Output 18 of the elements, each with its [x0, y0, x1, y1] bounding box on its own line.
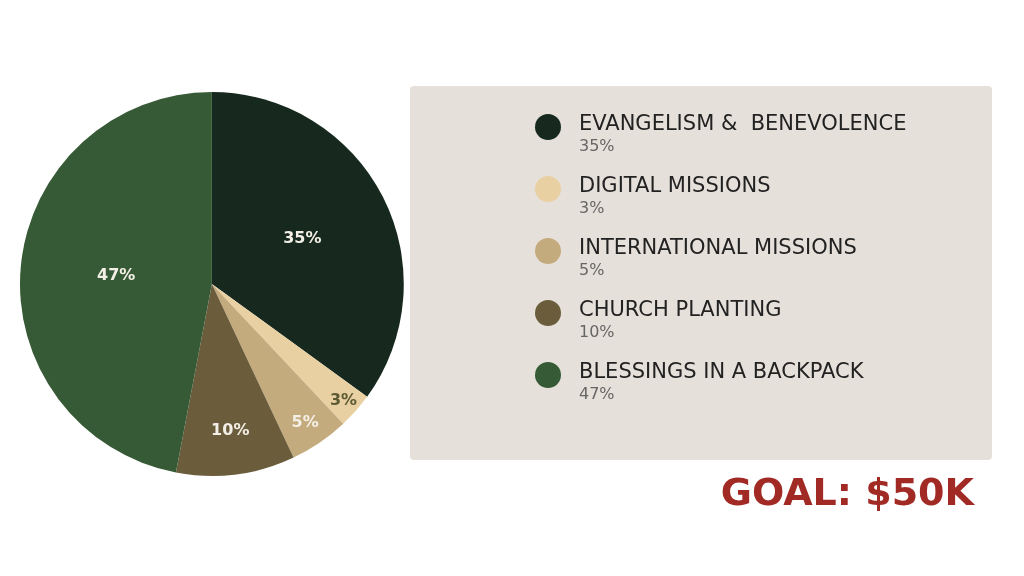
legend-label: INTERNATIONAL MISSIONS	[579, 234, 857, 260]
data-label: 47%	[97, 265, 136, 285]
text: 10%	[579, 322, 615, 341]
legend-label: EVANGELISM & BENEVOLENCE	[579, 110, 907, 136]
text: 35%	[579, 136, 615, 155]
pie-slice	[20, 92, 212, 473]
data-label: 35%	[283, 228, 322, 248]
data-label: 3%	[329, 390, 357, 410]
legend-label: BLESSINGS IN A BACKPACK	[579, 358, 864, 384]
pie-slice	[175, 283, 294, 476]
legend-label: CHURCH PLANTING	[579, 296, 782, 322]
legend-label: DIGITAL MISSIONS	[579, 172, 771, 198]
data-label: 5%	[291, 411, 319, 431]
data-label: 10%	[211, 419, 250, 439]
text: GOAL: $50K	[720, 470, 974, 514]
text: 3%	[579, 198, 605, 217]
text: 47%	[579, 384, 615, 403]
text: 5%	[579, 260, 605, 279]
